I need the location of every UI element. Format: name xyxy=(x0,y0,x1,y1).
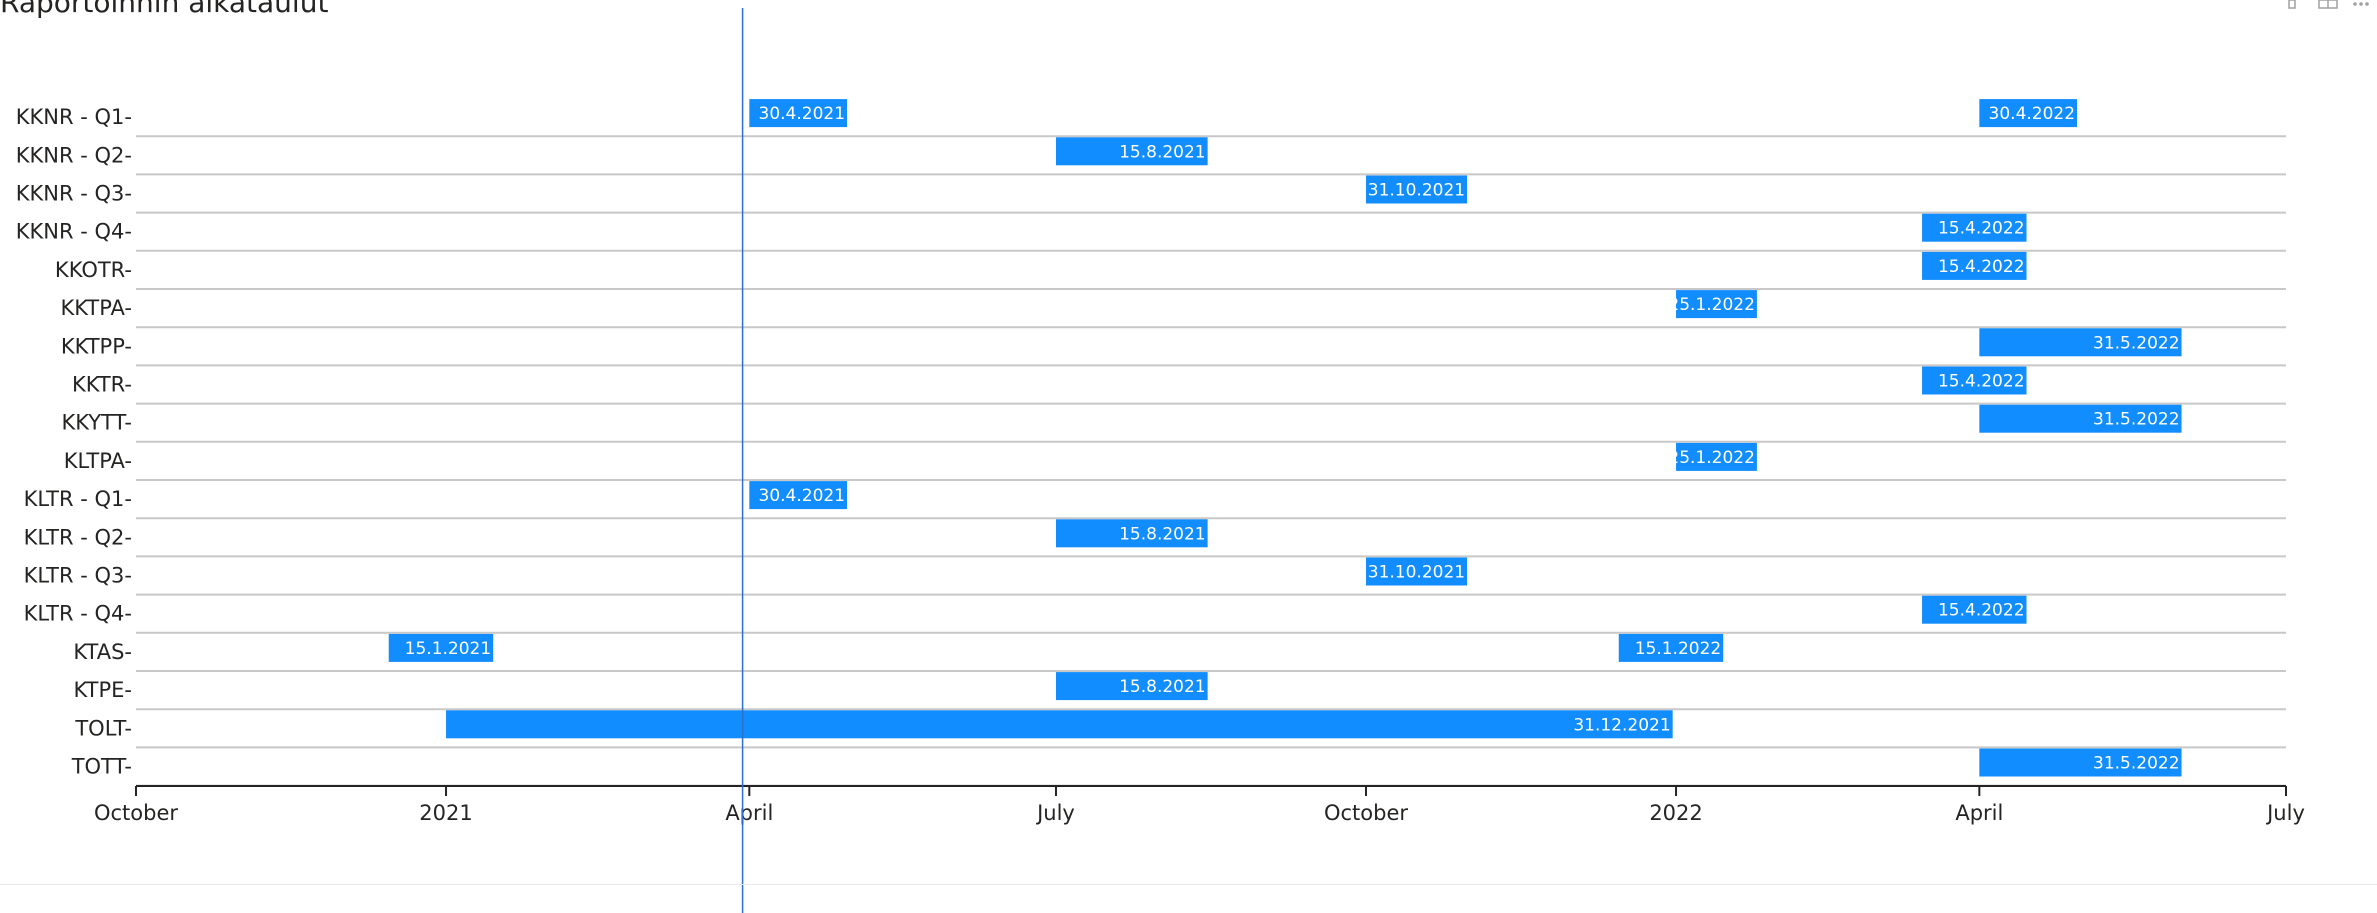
category-label: KKTR- xyxy=(72,373,132,397)
bar-data-label: 25.1.2022 xyxy=(1668,295,1755,315)
bar-data-label: 15.4.2022 xyxy=(1938,219,2025,239)
category-label: KKTPA- xyxy=(60,296,132,320)
bar-data-label: 31.12.2021 xyxy=(1573,715,1670,735)
x-axis-tick-label: July xyxy=(2265,801,2305,825)
gantt-bar[interactable] xyxy=(446,710,1673,739)
gantt-bar[interactable] xyxy=(1922,366,2027,395)
bar-data-label: 15.4.2022 xyxy=(1938,257,2025,277)
bar-data-label: 15.4.2022 xyxy=(1938,601,2025,621)
gantt-bar[interactable] xyxy=(1979,328,2182,357)
category-label: KKYTT- xyxy=(61,411,132,435)
gantt-bar[interactable] xyxy=(1055,672,1208,701)
more-options-icon[interactable] xyxy=(2353,2,2369,6)
gantt-bar[interactable] xyxy=(1676,442,1757,471)
bar-data-label: 31.5.2022 xyxy=(2093,410,2180,430)
bar-layer: 30.4.2021 30.4.2022 15.8.2021 31.10.2021 15.… xyxy=(388,99,2182,777)
bar-data-label: 31.5.2022 xyxy=(2093,333,2180,353)
category-label: TOLT- xyxy=(74,716,132,740)
gantt-bar[interactable] xyxy=(1055,137,1208,166)
visual-header-icons xyxy=(2288,0,2369,9)
gantt-bar[interactable] xyxy=(1979,404,2182,433)
category-label: KKTPP- xyxy=(61,334,132,358)
visual-bottom-border xyxy=(0,884,2377,885)
category-label: KKNR - Q4- xyxy=(16,220,132,244)
x-axis-tick-label: April xyxy=(1955,801,2003,825)
bar-data-label: 30.4.2021 xyxy=(759,486,846,506)
bar-data-label: 31.5.2022 xyxy=(2093,754,2180,774)
category-label: KLTPA- xyxy=(64,449,132,473)
gantt-bar[interactable] xyxy=(1922,595,2027,624)
x-axis-tick-label: July xyxy=(1035,801,1075,825)
bar-data-label: 15.1.2021 xyxy=(405,639,492,659)
bar-data-label: 15.8.2021 xyxy=(1119,677,1206,697)
category-label: KLTR - Q4- xyxy=(24,602,132,626)
category-label: KLTR - Q3- xyxy=(24,564,132,588)
bar-data-label: 15.1.2022 xyxy=(1635,639,1722,659)
category-label: KKNR - Q2- xyxy=(16,143,132,167)
focus-mode-icon[interactable] xyxy=(2318,0,2338,9)
x-axis-tick-label: April xyxy=(725,801,773,825)
gantt-bar[interactable] xyxy=(749,99,848,128)
gantt-bar[interactable] xyxy=(1618,633,1724,662)
filter-icon[interactable] xyxy=(2288,0,2296,9)
gantt-bar[interactable] xyxy=(749,481,848,510)
bar-data-label: 15.8.2021 xyxy=(1119,142,1206,162)
bar-data-label: 31.10.2021 xyxy=(1368,181,1465,201)
bar-data-label: 15.8.2021 xyxy=(1119,524,1206,544)
bar-data-label: 15.4.2022 xyxy=(1938,372,2025,392)
x-axis-tick-label: 2021 xyxy=(419,801,472,825)
gantt-bar[interactable] xyxy=(1979,748,2182,777)
bar-data-label: 31.10.2021 xyxy=(1368,563,1465,583)
gantt-bar[interactable] xyxy=(1055,519,1208,548)
gantt-bar[interactable] xyxy=(1676,290,1757,319)
gantt-bar[interactable] xyxy=(1922,213,2027,242)
category-label: KLTR - Q2- xyxy=(24,525,132,549)
bar-data-label: 30.4.2022 xyxy=(1989,104,2076,124)
x-axis-tick-label: October xyxy=(94,801,178,825)
category-axis: KKNR - Q1- KKNR - Q2- KKNR - Q3- KKNR - Q4-… xyxy=(16,105,132,778)
bar-data-label: 25.1.2022 xyxy=(1668,448,1755,468)
gantt-bar[interactable] xyxy=(388,633,494,662)
category-label: KLTR - Q1- xyxy=(24,487,132,511)
gantt-bar[interactable] xyxy=(1366,175,1468,204)
category-label: KKNR - Q1- xyxy=(16,105,132,129)
category-label: KKNR - Q3- xyxy=(16,182,132,206)
bar-data-label: 30.4.2021 xyxy=(759,104,846,124)
gridlines xyxy=(136,135,2286,787)
gantt-bar[interactable] xyxy=(1979,99,2078,128)
gantt-bar[interactable] xyxy=(1366,557,1468,586)
x-axis-tick-label: October xyxy=(1324,801,1408,825)
category-label: KTPE- xyxy=(74,678,132,702)
x-axis: October 2021 April July October 2022 April July xyxy=(94,785,2305,825)
gantt-bar[interactable] xyxy=(1922,251,2027,280)
category-label: KKOTR- xyxy=(55,258,132,282)
category-label: KTAS- xyxy=(73,640,132,664)
category-label: TOTT- xyxy=(71,755,132,779)
visual-title: Raportoinnin aikataulut xyxy=(0,0,329,19)
x-axis-tick-label: 2022 xyxy=(1649,801,1702,825)
